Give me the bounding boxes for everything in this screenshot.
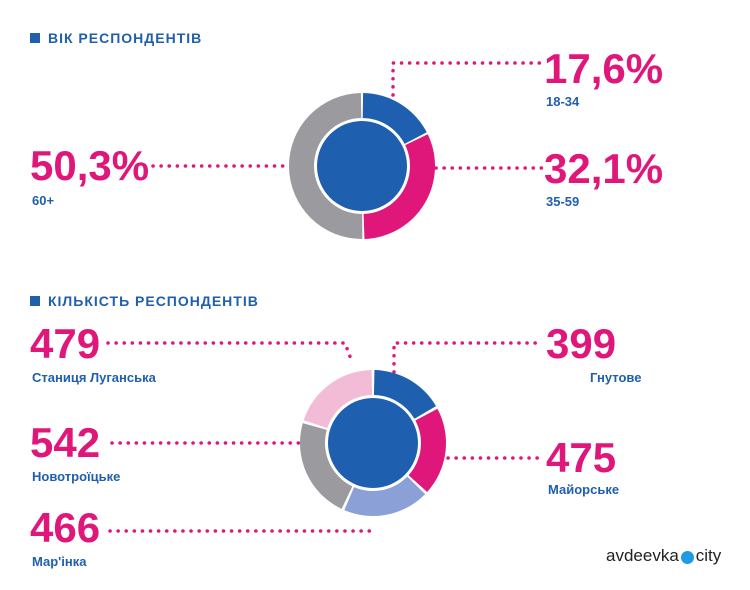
watermark-right-text: city — [695, 546, 722, 565]
count-slice-3 — [300, 423, 353, 509]
count-maiorske-value: 475 — [546, 434, 617, 481]
count-slice-1 — [408, 408, 446, 492]
leader-line-18-34 — [391, 61, 544, 97]
age-slice-1 — [363, 134, 435, 239]
age-section-title: ВІК РЕСПОНДЕНТІВ — [30, 30, 202, 46]
age-slice-0 — [362, 93, 427, 144]
bullet-square-icon — [30, 296, 40, 306]
age-center-disc — [317, 121, 407, 211]
count-title-text: КІЛЬКІСТЬ РЕСПОНДЕНТІВ — [48, 293, 259, 309]
site-watermark: avdeevka city — [606, 546, 721, 566]
age-title-text: ВІК РЕСПОНДЕНТІВ — [48, 30, 203, 46]
globe-icon — [680, 550, 694, 564]
age-18-34-label: 18-34 — [546, 94, 580, 109]
count-marinka-label: Мар'інка — [32, 554, 87, 569]
count-marinka-value: 466 — [30, 504, 101, 551]
age-35-59-value: 32,1% — [544, 145, 664, 192]
count-donut — [300, 370, 446, 516]
count-center-disc — [328, 398, 418, 488]
age-18-34-value: 17,6% — [544, 45, 664, 92]
count-maiorske-label: Майорське — [548, 482, 620, 497]
count-novotroitske-value: 542 — [30, 419, 101, 466]
watermark-left-text: avdeevka — [606, 546, 679, 565]
age-35-59-label: 35-59 — [546, 194, 580, 209]
count-stanytsia-value: 479 — [30, 320, 101, 367]
leader-line-stanytsia — [106, 341, 354, 364]
age-donut — [288, 93, 435, 240]
age-slice-2 — [288, 93, 363, 240]
count-stanytsia-label: Станиця Луганська — [32, 370, 156, 385]
count-section-title: КІЛЬКІСТЬ РЕСПОНДЕНТІВ — [30, 293, 259, 309]
bullet-square-icon — [30, 33, 40, 43]
count-slice-2 — [344, 476, 426, 516]
count-slice-4 — [303, 370, 373, 429]
count-novotroitske-label: Новотроїцьке — [32, 469, 121, 484]
leader-line-hnutove — [392, 341, 544, 374]
count-slice-0 — [373, 370, 437, 419]
count-hnutove-label: Гнутове — [590, 370, 642, 385]
leader-lines — [106, 61, 544, 533]
age-60-plus-label: 60+ — [32, 193, 55, 208]
age-60-plus-value: 50,3% — [30, 142, 150, 189]
count-hnutove-value: 399 — [546, 320, 617, 367]
